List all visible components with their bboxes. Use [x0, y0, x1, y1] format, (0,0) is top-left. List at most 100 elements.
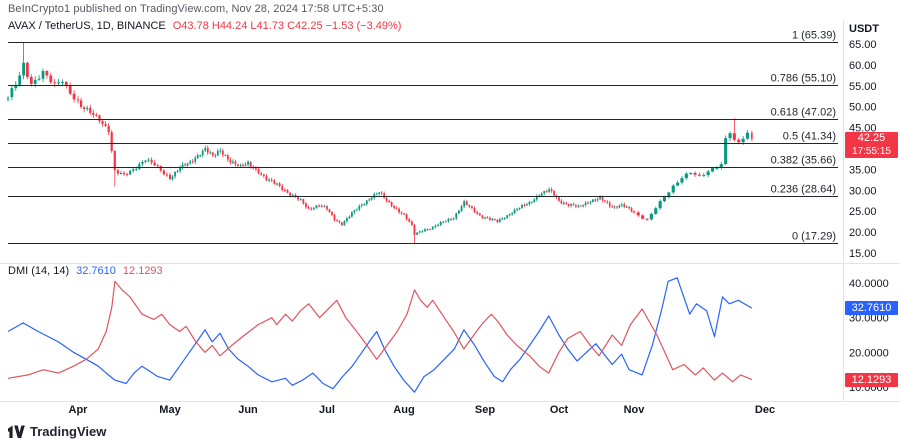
candle-body: [101, 121, 104, 124]
candle-body: [174, 171, 176, 177]
month-label[interactable]: Nov: [624, 404, 646, 416]
candle-body: [630, 208, 633, 212]
candle-body: [247, 161, 249, 165]
candle-body: [150, 159, 153, 163]
month-label[interactable]: Oct: [550, 404, 569, 416]
candle-body: [18, 75, 22, 85]
candle-body: [410, 221, 413, 225]
dmi-tick-label[interactable]: 40.0000: [849, 278, 889, 290]
candle-body: [204, 148, 207, 151]
candle-body: [724, 138, 728, 165]
candle-body: [255, 168, 257, 170]
candle-body: [80, 100, 83, 108]
price-tick-label[interactable]: 30.00: [849, 185, 877, 197]
month-label[interactable]: May: [159, 404, 181, 416]
dmi-tick-label[interactable]: 30.0000: [849, 313, 889, 325]
month-label[interactable]: Sep: [475, 404, 495, 416]
candle-body: [37, 78, 41, 80]
price-tick-label[interactable]: 35.00: [849, 164, 877, 176]
candle-body: [577, 205, 580, 207]
candle-body: [191, 161, 194, 163]
candle-body: [589, 202, 592, 204]
price-tick-label[interactable]: 55.00: [849, 81, 877, 93]
candle-body: [606, 201, 609, 203]
month-label[interactable]: Jul: [319, 404, 335, 416]
price-tick-label[interactable]: 15.00: [849, 248, 877, 260]
dmi-legend[interactable]: DMI (14, 14) 32.7610 12.1293: [8, 265, 163, 277]
candle-body: [336, 220, 338, 222]
candle-body: [41, 71, 45, 79]
candle-body: [206, 148, 209, 153]
candle-body: [297, 197, 299, 200]
candle-body: [299, 199, 302, 201]
candle-body: [429, 229, 432, 231]
candle-body: [521, 205, 523, 208]
month-label[interactable]: Aug: [393, 404, 414, 416]
candle-body: [147, 159, 150, 161]
candle-body: [72, 93, 76, 100]
dmi-minus-di-value: 12.1293: [122, 265, 163, 277]
dmi-line-minus-di[interactable]: [7, 280, 753, 383]
price-tick-label[interactable]: 25.00: [849, 206, 877, 218]
last-price-badge: 42.25 17:55:15: [845, 132, 898, 158]
candle-body: [702, 175, 706, 177]
dmi-line-plus-di[interactable]: [7, 277, 753, 393]
candle-body: [431, 227, 434, 230]
candle-body: [584, 202, 587, 206]
month-label[interactable]: Dec: [755, 404, 775, 416]
candle-body: [249, 161, 252, 167]
candle-body: [199, 155, 202, 157]
candle-body: [234, 161, 237, 165]
candle-body: [318, 205, 321, 207]
candle-body: [611, 206, 613, 208]
candle-body: [171, 176, 174, 180]
candle-body: [181, 164, 184, 168]
candle-body: [491, 219, 494, 220]
candle-body: [302, 199, 305, 204]
tradingview-logo-icon: [8, 425, 25, 438]
month-label[interactable]: Jun: [238, 404, 258, 416]
candle-body: [403, 213, 405, 215]
price-tick-label[interactable]: 65.00: [849, 39, 877, 51]
candle-body: [45, 71, 49, 76]
candle-body: [562, 202, 565, 204]
month-label[interactable]: Apr: [69, 404, 89, 416]
candle-body: [68, 85, 72, 94]
candle-body: [162, 170, 165, 175]
candle-body: [481, 215, 484, 218]
candle-body: [265, 175, 268, 181]
candle-body: [582, 205, 584, 207]
candle-body: [535, 196, 538, 200]
candle-body: [333, 215, 336, 221]
candle-body: [33, 79, 37, 84]
price-tick-label[interactable]: 45.00: [849, 123, 877, 135]
tradingview-watermark[interactable]: TradingView: [8, 424, 106, 439]
candle-body: [501, 218, 504, 220]
candle-body: [138, 164, 141, 169]
candle-body: [216, 151, 219, 156]
candle-body: [616, 206, 618, 208]
fib-label: 0.618 (47.02): [771, 107, 836, 119]
candle-body: [176, 171, 179, 173]
symbol-legend[interactable]: AVAX / TetherUS, 1D, BINANCE O43.78 H44.2…: [8, 20, 401, 32]
dmi-tick-label[interactable]: 20.0000: [849, 347, 889, 359]
candle-body: [601, 197, 604, 201]
candle-body: [518, 207, 521, 210]
price-tick-label[interactable]: 50.00: [849, 102, 877, 114]
candle-body: [572, 204, 575, 206]
candle-body: [29, 76, 33, 84]
price-tick-label[interactable]: 20.00: [849, 227, 877, 239]
fib-label: 0.5 (41.34): [783, 131, 836, 143]
candle-body: [604, 200, 606, 202]
candle-body: [196, 155, 199, 159]
candle-body: [380, 192, 383, 194]
candle-body: [526, 204, 528, 206]
candle-body: [476, 212, 479, 214]
price-tick-label[interactable]: 60.00: [849, 60, 877, 72]
candle-body: [219, 150, 222, 152]
candle-body: [437, 224, 439, 226]
candle-body: [689, 173, 693, 174]
candle-body: [693, 173, 697, 175]
ohlc-values: O43.78 H44.24 L41.73 C42.25 −1.53 (−3.49…: [172, 20, 402, 32]
